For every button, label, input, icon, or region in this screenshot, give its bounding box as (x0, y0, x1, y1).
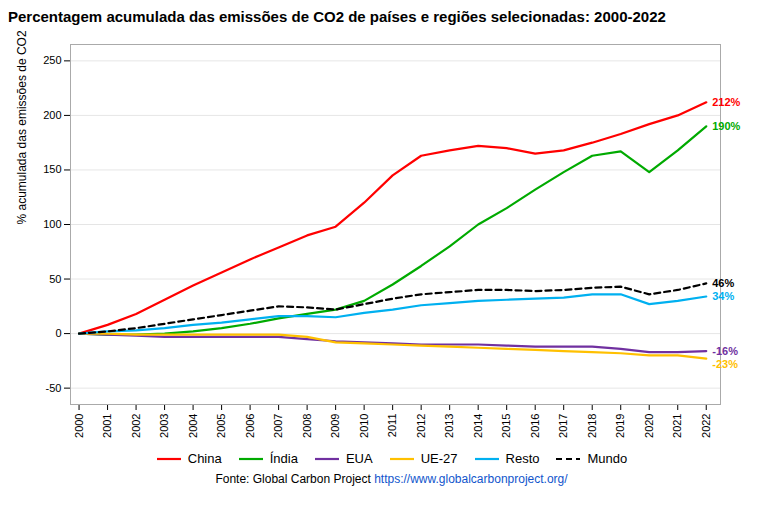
svg-text:50: 50 (49, 273, 61, 285)
svg-text:2008: 2008 (301, 414, 313, 438)
svg-text:34%: 34% (712, 290, 734, 302)
svg-text:2006: 2006 (244, 414, 256, 438)
svg-text:-23%: -23% (712, 358, 738, 370)
svg-text:2021: 2021 (671, 414, 683, 438)
html-text:UE-27: UE-27 (420, 451, 458, 466)
svg-text:2019: 2019 (614, 414, 626, 438)
html-text:Resto: Resto (505, 451, 540, 466)
html-text:EUA: EUA (345, 451, 373, 466)
svg-text:200: 200 (43, 109, 61, 121)
svg-text:2007: 2007 (272, 414, 284, 438)
svg-text:212%: 212% (712, 96, 740, 108)
svg-text:2000: 2000 (73, 414, 85, 438)
html-text:Percentagem acumulada das emis: Percentagem acumulada das emissões de CO… (8, 8, 666, 25)
html-text:China: China (187, 451, 222, 466)
svg-text:2005: 2005 (215, 414, 227, 438)
svg-text:2014: 2014 (472, 414, 484, 438)
svg-text:250: 250 (43, 54, 61, 66)
svg-text:0: 0 (55, 327, 61, 339)
svg-text:2004: 2004 (187, 414, 199, 438)
svg-text:2020: 2020 (643, 414, 655, 438)
svg-text:2016: 2016 (529, 414, 541, 438)
html-text:Índia: Índia (269, 451, 298, 466)
svg-text:2022: 2022 (700, 414, 712, 438)
svg-text:190%: 190% (712, 120, 740, 132)
svg-text:100: 100 (43, 218, 61, 230)
svg-text:2015: 2015 (500, 414, 512, 438)
svg-text:2018: 2018 (586, 414, 598, 438)
svg-text:2009: 2009 (329, 414, 341, 438)
svg-text:2010: 2010 (358, 414, 370, 438)
svg-text:2011: 2011 (386, 414, 398, 438)
svg-text:2012: 2012 (415, 414, 427, 438)
svg-text:46%: 46% (712, 277, 734, 289)
svg-text:-50: -50 (46, 382, 62, 394)
svg-text:150: 150 (43, 163, 61, 175)
html-text:Fonte: Global Carbon Project h: Fonte: Global Carbon Project https://www… (215, 472, 568, 486)
svg-text:% acumulada das emissões de CO: % acumulada das emissões de CO2 (15, 30, 29, 224)
svg-text:2002: 2002 (130, 414, 142, 438)
svg-text:2013: 2013 (443, 414, 455, 438)
svg-text:2017: 2017 (557, 414, 569, 438)
svg-text:2003: 2003 (158, 414, 170, 438)
html-text:Mundo: Mundo (587, 451, 628, 466)
svg-text:-16%: -16% (712, 345, 738, 357)
svg-text:2001: 2001 (101, 414, 113, 438)
